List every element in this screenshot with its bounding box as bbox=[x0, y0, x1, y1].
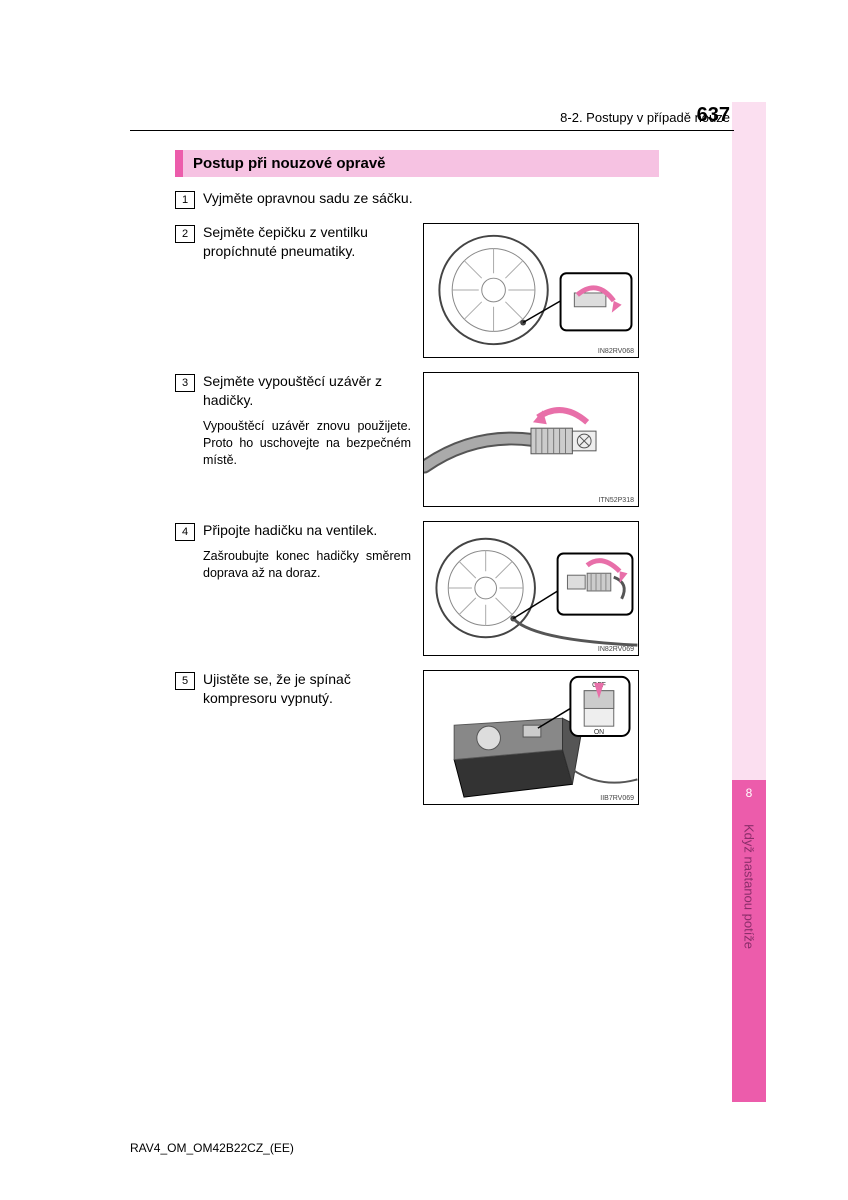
step-number: 3 bbox=[175, 374, 195, 392]
footer-code: RAV4_OM_OM42B22CZ_(EE) bbox=[130, 1141, 294, 1155]
chapter-number: 8 bbox=[732, 786, 766, 800]
step-number: 1 bbox=[175, 191, 195, 209]
hose-to-valve-illustration bbox=[424, 522, 638, 655]
chapter-title: Když nastanou potíže bbox=[732, 820, 766, 1070]
step-main-text: Sejměte čepičku z ventilku propíchnuté p… bbox=[203, 224, 368, 259]
image-code: ITN52P318 bbox=[599, 497, 634, 504]
hose-cap-illustration bbox=[424, 373, 638, 506]
page-number: 637 bbox=[697, 104, 730, 127]
manual-page: 8 Když nastanou potíže 8-2. Postupy v př… bbox=[0, 0, 848, 1200]
step-text: Sejměte vypouštěcí uzávěr z hadičky. Vyp… bbox=[203, 372, 423, 468]
compressor-switch-illustration: OFF ON bbox=[424, 671, 638, 804]
step-subtext: Zašroubujte konec hadičky směrem doprava… bbox=[203, 548, 411, 582]
header-section-label: 8-2. Postupy v případě nouze bbox=[400, 110, 730, 125]
step-row: 2 Sejměte čepičku z ventilku propíchnuté… bbox=[175, 223, 659, 358]
step-text: Ujistěte se, že je spínač kompresoru vyp… bbox=[203, 670, 423, 708]
step-row: 3 Sejměte vypouštěcí uzávěr z hadičky. V… bbox=[175, 372, 659, 507]
step-illustration: IN82RV069 bbox=[423, 521, 639, 656]
step-main-text: Sejměte vypouštěcí uzávěr z hadičky. bbox=[203, 373, 382, 408]
step-row: 5 Ujistěte se, že je spínač kompresoru v… bbox=[175, 670, 659, 805]
step-number: 4 bbox=[175, 523, 195, 541]
image-code: IN82RV069 bbox=[598, 646, 634, 653]
step-text: Vyjměte opravnou sadu ze sáčku. bbox=[203, 189, 659, 208]
step-text: Sejměte čepičku z ventilku propíchnuté p… bbox=[203, 223, 423, 261]
svg-text:ON: ON bbox=[594, 729, 604, 736]
step-number: 2 bbox=[175, 225, 195, 243]
image-code: IN82RV068 bbox=[598, 348, 634, 355]
content-area: Postup při nouzové opravě 1 Vyjměte opra… bbox=[175, 150, 659, 819]
step-text: Připojte hadičku na ventilek. Zašroubujt… bbox=[203, 521, 423, 582]
step-main-text: Ujistěte se, že je spínač kompresoru vyp… bbox=[203, 671, 351, 706]
step-row: 1 Vyjměte opravnou sadu ze sáčku. bbox=[175, 189, 659, 209]
step-row: 4 Připojte hadičku na ventilek. Zašroubu… bbox=[175, 521, 659, 656]
step-illustration: IN82RV068 bbox=[423, 223, 639, 358]
step-illustration: ITN52P318 bbox=[423, 372, 639, 507]
section-title: Postup při nouzové opravě bbox=[175, 150, 659, 177]
step-number: 5 bbox=[175, 672, 195, 690]
header-rule bbox=[130, 130, 734, 131]
image-code: IIB7RV069 bbox=[600, 795, 634, 802]
step-illustration: OFF ON IIB7RV069 bbox=[423, 670, 639, 805]
step-subtext: Vypouštěcí uzávěr znovu použijete. Proto… bbox=[203, 418, 411, 469]
wheel-valve-illustration bbox=[424, 224, 638, 357]
step-main-text: Připojte hadičku na ventilek. bbox=[203, 522, 377, 538]
